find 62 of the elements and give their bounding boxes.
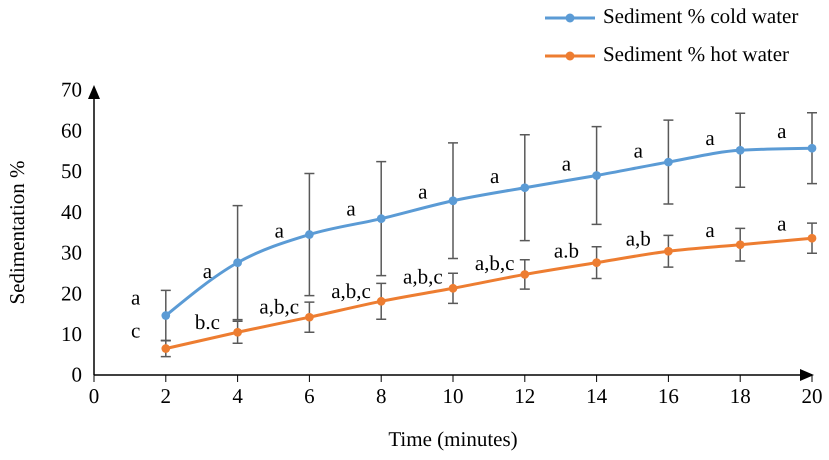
annotation: a — [705, 126, 716, 150]
point — [808, 234, 816, 243]
point — [305, 230, 314, 239]
annotation: a,b,c — [403, 264, 443, 289]
y-tick-label: 60 — [61, 118, 82, 142]
annotation: a — [490, 164, 500, 188]
legend-label: Sediment % hot water — [603, 42, 790, 66]
x-tick-label: 16 — [658, 384, 679, 408]
point — [664, 158, 673, 166]
y-tick-label: 0 — [72, 362, 82, 387]
point — [305, 312, 314, 322]
annotation: a — [777, 211, 788, 236]
x-tick-label: 4 — [232, 384, 244, 408]
point — [233, 258, 242, 267]
annotation: a.b — [554, 238, 579, 262]
x-axis-title: Time (minutes) — [388, 427, 518, 451]
annotation: a — [777, 119, 788, 144]
point — [520, 183, 530, 192]
annotation: a — [634, 138, 644, 163]
x-tick-label: 8 — [376, 384, 386, 408]
y-tick-label: 10 — [61, 322, 82, 346]
point — [233, 328, 242, 337]
annotation: a — [418, 180, 428, 204]
y-tick-label: 70 — [61, 78, 82, 102]
point — [592, 258, 601, 267]
x-tick-label: 2 — [160, 384, 172, 408]
y-tick-label: 30 — [61, 240, 82, 265]
annotation: b.c — [194, 310, 220, 334]
annotation: a — [562, 151, 572, 176]
x-tick-label: 14 — [586, 384, 608, 408]
annotation: a — [705, 218, 716, 242]
point — [736, 240, 745, 250]
point — [448, 284, 458, 293]
x-tick-label: 10 — [442, 384, 464, 408]
point — [376, 296, 386, 306]
annotation: a,b,c — [474, 251, 514, 276]
x-tick-label: 0 — [88, 384, 100, 408]
x-tick-label: 12 — [514, 384, 536, 408]
point — [376, 214, 386, 224]
annotation: a — [202, 258, 213, 283]
point — [161, 311, 170, 320]
annotation: a — [346, 196, 356, 220]
point — [664, 246, 673, 256]
legend-label: Sediment % cold water — [603, 4, 798, 28]
x-tick-label: 6 — [304, 384, 315, 408]
y-axis-title: Sedimentation % — [5, 160, 29, 305]
annotation: a,b,c — [259, 294, 300, 319]
y-tick-label: 40 — [61, 200, 82, 224]
x-tick-label: 18 — [730, 384, 751, 408]
annotation: c — [130, 318, 140, 342]
point — [736, 146, 745, 155]
point — [592, 171, 601, 180]
point — [448, 196, 458, 206]
annotation: a,b,c — [331, 279, 371, 304]
x-tick-label: 20 — [802, 384, 822, 408]
point — [808, 144, 816, 153]
point — [520, 270, 530, 279]
annotation: a — [130, 285, 141, 310]
y-tick-label: 20 — [61, 281, 82, 306]
y-tick-label: 50 — [61, 159, 82, 184]
annotation: a,b — [626, 226, 651, 251]
annotation: a — [274, 218, 285, 242]
